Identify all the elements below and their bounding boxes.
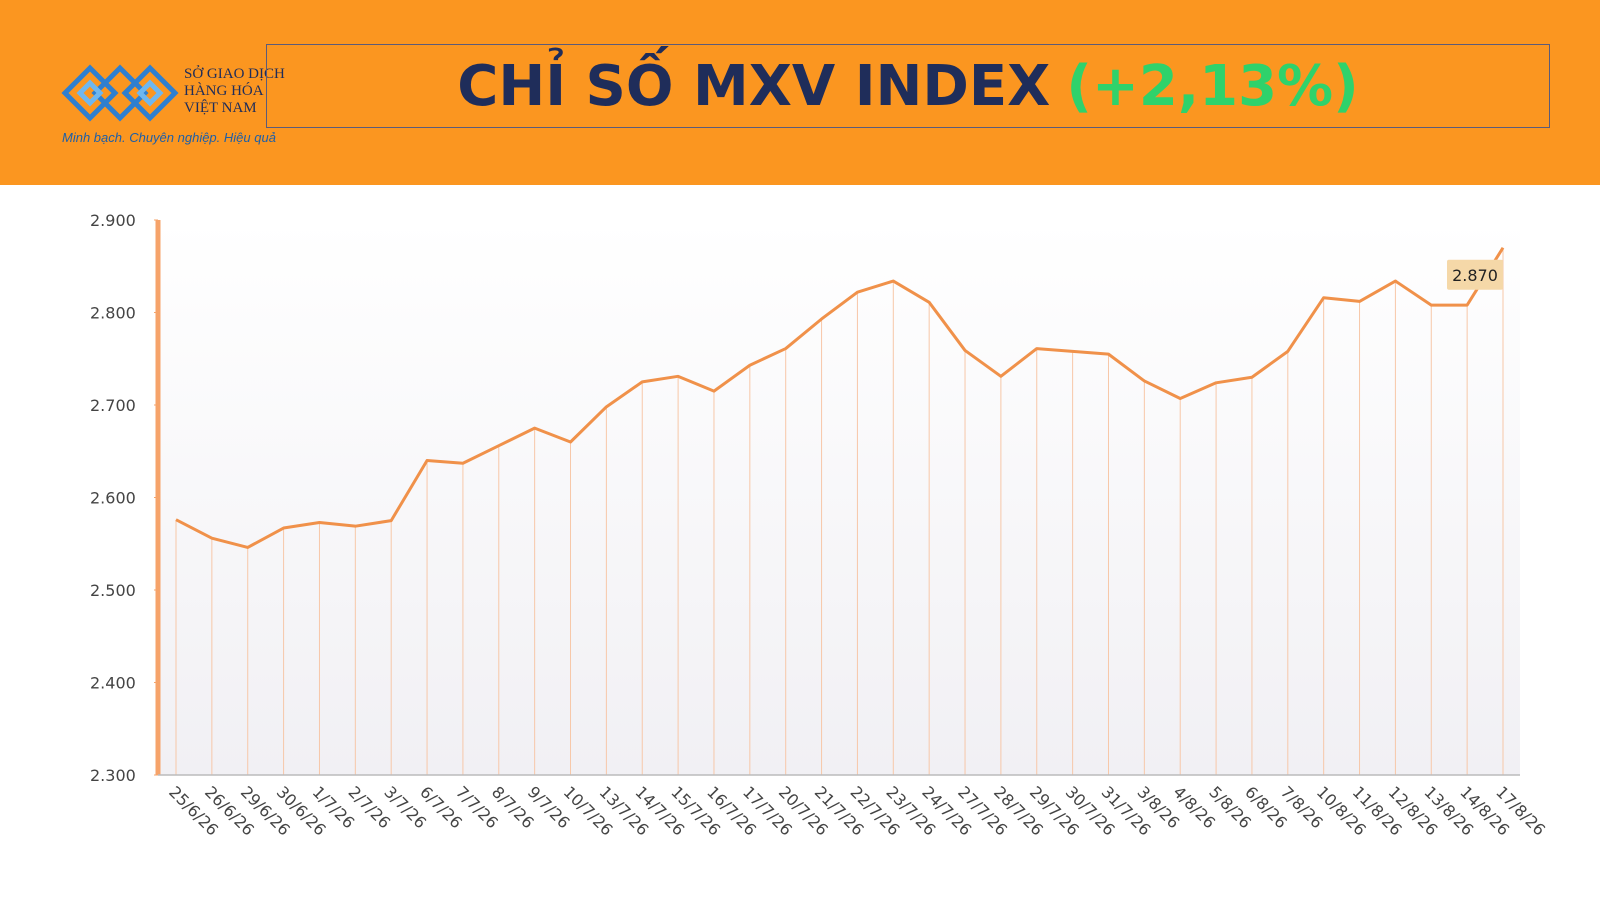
chart: 2.3002.4002.5002.6002.7002.8002.90025/6/… <box>90 211 1549 839</box>
plot-bg <box>158 220 1520 775</box>
y-tick-label: 2.300 <box>90 766 136 785</box>
logo-icon <box>61 64 179 122</box>
y-tick-label: 2.900 <box>90 211 136 230</box>
header: SỞ GIAO DỊCH HÀNG HÓA VIỆT NAM Minh bạch… <box>0 0 1600 185</box>
logo-line: SỞ GIAO DỊCH <box>184 66 285 82</box>
logo-text: SỞ GIAO DỊCH HÀNG HÓA VIỆT NAM <box>184 66 285 117</box>
logo-line: VIỆT NAM <box>184 100 257 116</box>
line <box>175 246 1505 549</box>
title: CHỈ SỐ MXV INDEX <box>457 53 1051 119</box>
title-change: (+2,13%) <box>1066 53 1359 119</box>
value-label: 2.870 <box>1452 266 1498 285</box>
logo-line: HÀNG HÓA <box>184 83 264 99</box>
slogan: Minh bạch. Chuyên nghiệp. Hiệu quả <box>62 130 276 145</box>
y-tick-label: 2.500 <box>90 581 136 600</box>
y-tick-label: 2.800 <box>90 304 136 323</box>
y-tick-label: 2.700 <box>90 396 136 415</box>
y-tick-label: 2.400 <box>90 674 136 693</box>
y-tick-label: 2.600 <box>90 489 136 508</box>
value-label-bg <box>1447 259 1503 290</box>
title-box: CHỈ SỐ MXV INDEX (+2,13%) <box>266 44 1550 128</box>
